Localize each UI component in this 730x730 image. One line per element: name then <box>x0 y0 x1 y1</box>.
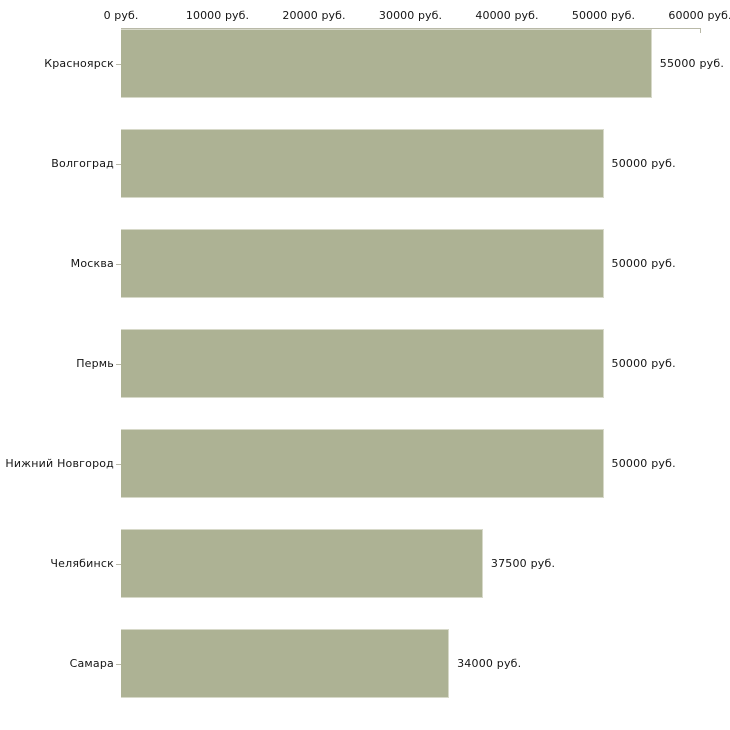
bar-value-label: 34000 руб. <box>457 656 522 670</box>
y-tick-mark <box>116 663 121 665</box>
x-tick-label: 0 руб. <box>103 9 139 22</box>
y-tick-mark <box>116 263 121 265</box>
bar[interactable] <box>121 129 604 198</box>
x-tick-mark <box>700 28 701 33</box>
bar[interactable] <box>121 529 483 598</box>
bar[interactable] <box>121 229 604 298</box>
y-tick-mark <box>116 63 121 65</box>
category-label: Красноярск <box>44 56 114 70</box>
bar-value-label: 55000 руб. <box>659 56 725 70</box>
x-tick-label: 60000 руб. <box>668 9 730 22</box>
bar[interactable] <box>121 429 604 498</box>
bar-value-label: 50000 руб. <box>611 256 676 270</box>
bar-value-label: 37500 руб. <box>490 556 556 570</box>
y-tick-mark <box>116 163 121 165</box>
category-label: Волгоград <box>51 156 114 170</box>
category-label: Челябинск <box>50 556 114 570</box>
category-label: Москва <box>70 256 114 270</box>
bar[interactable] <box>121 329 604 398</box>
bar[interactable] <box>121 629 450 698</box>
x-tick-label: 40000 руб. <box>475 9 539 22</box>
category-label: Нижний Новгород <box>5 456 114 470</box>
x-tick-label: 30000 руб. <box>378 9 443 22</box>
x-tick-label: 20000 руб. <box>282 9 346 22</box>
y-tick-mark <box>116 463 121 465</box>
category-label: Самара <box>69 656 114 670</box>
y-tick-mark <box>116 563 121 565</box>
category-label: Пермь <box>76 356 114 370</box>
x-tick-label: 10000 руб. <box>185 9 250 22</box>
bar[interactable] <box>121 29 652 98</box>
x-tick-label: 50000 руб. <box>571 9 636 22</box>
y-tick-mark <box>116 363 121 365</box>
bar-value-label: 50000 руб. <box>611 456 676 470</box>
bar-value-label: 50000 руб. <box>611 156 676 170</box>
bar-value-label: 50000 руб. <box>611 356 676 370</box>
